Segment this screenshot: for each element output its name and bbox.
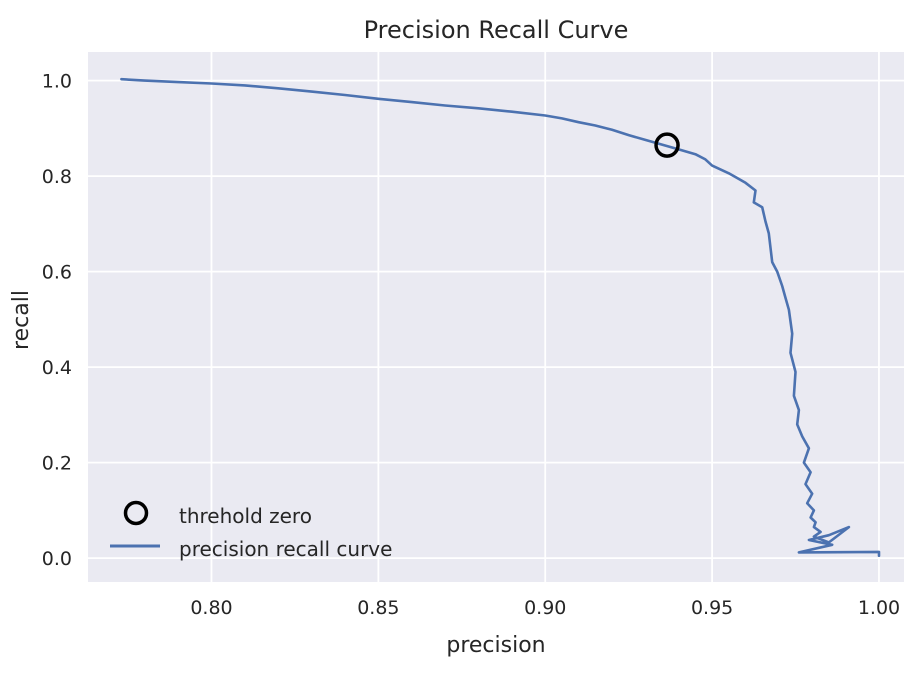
legend-curve-label: precision recall curve [179,537,392,561]
y-tick-label: 0.4 [42,357,72,379]
chart-title: Precision Recall Curve [364,16,629,44]
y-tick-label: 0.0 [42,548,72,570]
y-tick-label: 0.8 [42,166,72,188]
x-tick-label: 0.90 [524,597,566,619]
series-layer [120,77,881,558]
x-tick-label: 0.85 [357,597,399,619]
threshold-zero-point [654,132,680,158]
y-axis-label: recall [9,290,34,350]
x-tick-label: 0.95 [691,597,733,619]
y-tick-label: 0.2 [42,453,72,475]
x-axis-label: precision [446,633,545,658]
y-tick-label: 1.0 [42,71,72,93]
legend-threshold-label: threhold zero [179,504,312,528]
legend: threhold zero precision recall curve [110,500,392,561]
tick-labels: 0.80 0.85 0.90 0.95 1.00 0.0 0.2 0.4 0.6 0.8 1.0 [42,71,900,619]
grid-lines [88,52,904,582]
y-tick-label: 0.6 [42,262,72,284]
precision-recall-curve-line [120,77,881,558]
x-tick-label: 1.00 [858,597,900,619]
plot-background [88,52,904,582]
x-tick-label: 0.80 [190,597,232,619]
legend-threshold-marker [123,500,149,526]
